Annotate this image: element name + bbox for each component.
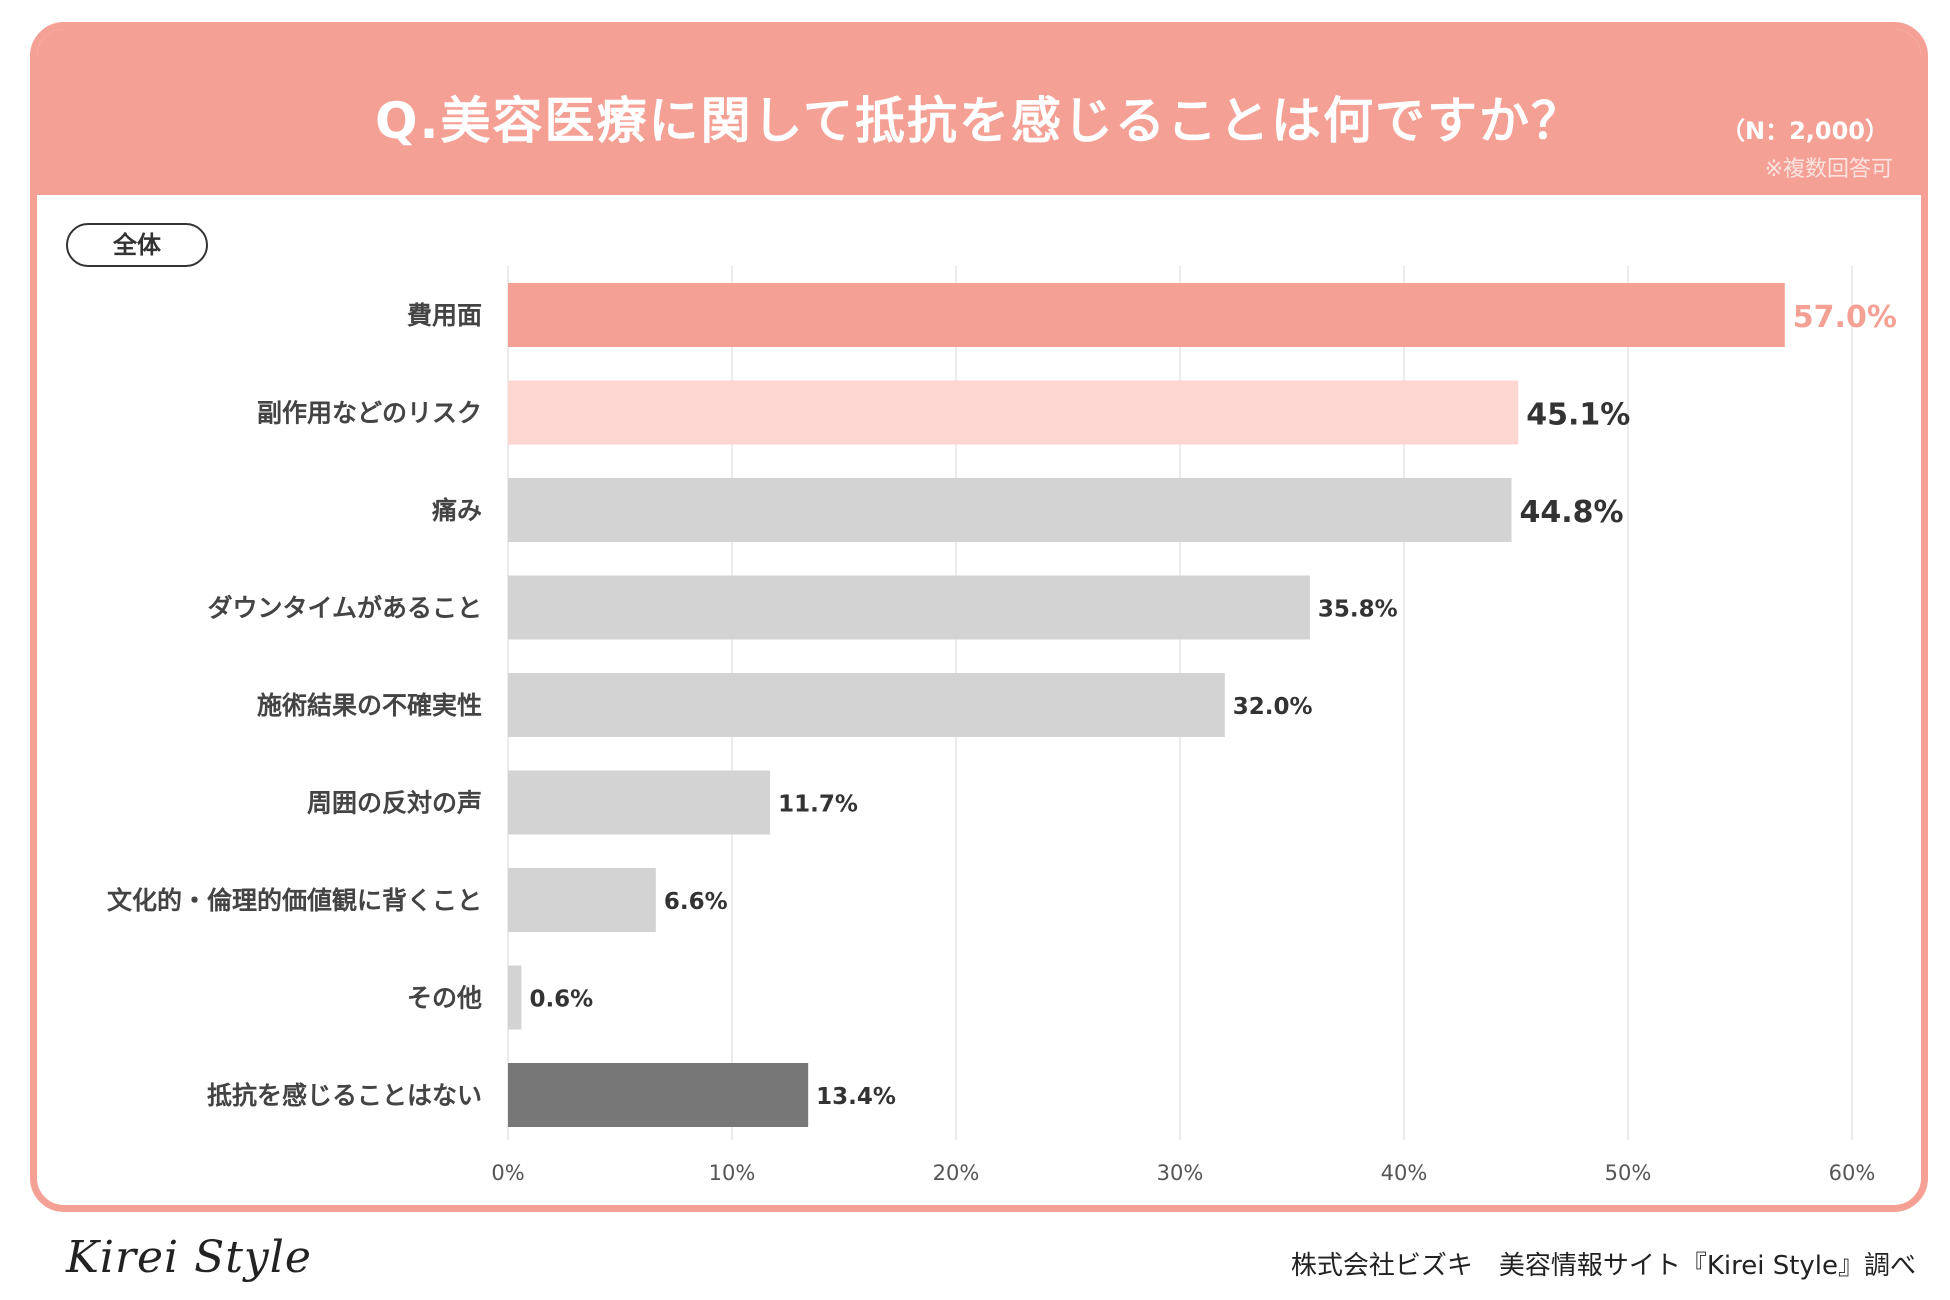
category-label: 施術結果の不確実性 — [257, 691, 482, 720]
value-label: 11.7% — [778, 792, 858, 818]
bar — [508, 283, 1785, 347]
value-label: 0.6% — [529, 987, 593, 1013]
segment-pill: 全体 — [66, 223, 208, 267]
bar — [508, 673, 1225, 737]
category-label: 抵抗を感じることはない — [207, 1081, 482, 1110]
category-label: 周囲の反対の声 — [307, 789, 482, 818]
bar — [508, 380, 1519, 445]
value-label: 6.6% — [664, 889, 728, 915]
bar — [508, 770, 771, 835]
value-label: 45.1% — [1526, 398, 1630, 433]
x-tick-label: 10% — [709, 1161, 756, 1185]
x-tick-label: 40% — [1381, 1161, 1428, 1185]
value-label: 57.0% — [1793, 300, 1897, 335]
category-label: 副作用などのリスク — [257, 399, 482, 428]
value-label: 44.8% — [1520, 495, 1624, 530]
value-label: 35.8% — [1318, 597, 1398, 623]
value-label: 13.4% — [816, 1084, 896, 1110]
x-tick-label: 50% — [1605, 1161, 1652, 1185]
bar — [508, 965, 522, 1030]
x-tick-label: 60% — [1829, 1161, 1876, 1185]
chart-title: Q.美容医療に関して抵抗を感じることは何ですか？ — [375, 92, 1583, 150]
bar — [508, 575, 1310, 640]
category-label: 文化的・倫理的価値観に背くこと — [107, 886, 482, 915]
category-label: 費用面 — [406, 301, 482, 330]
bar — [508, 478, 1512, 542]
sample-size-label: （N：2,000） — [1721, 117, 1889, 145]
value-label: 32.0% — [1233, 694, 1313, 720]
x-tick-label: 30% — [1157, 1161, 1204, 1185]
header-banner: Q.美容医療に関して抵抗を感じることは何ですか？ （N：2,000） ※複数回答… — [37, 29, 1921, 195]
category-label: その他 — [407, 984, 482, 1013]
category-label: ダウンタイムがあること — [207, 594, 482, 623]
x-tick-label: 0% — [491, 1161, 524, 1185]
bar — [508, 1063, 809, 1127]
bar — [508, 868, 656, 932]
chart-card: Q.美容医療に関して抵抗を感じることは何ですか？ （N：2,000） ※複数回答… — [30, 22, 1928, 1212]
category-label: 痛み — [432, 496, 482, 525]
kirei-style-logo: Kirei Style — [66, 1232, 312, 1283]
x-tick-label: 20% — [933, 1161, 980, 1185]
source-credit: 株式会社ビズキ 美容情報サイト『Kirei Style』調べ — [1290, 1251, 1916, 1281]
multiple-answer-note: ※複数回答可 — [1764, 157, 1893, 182]
